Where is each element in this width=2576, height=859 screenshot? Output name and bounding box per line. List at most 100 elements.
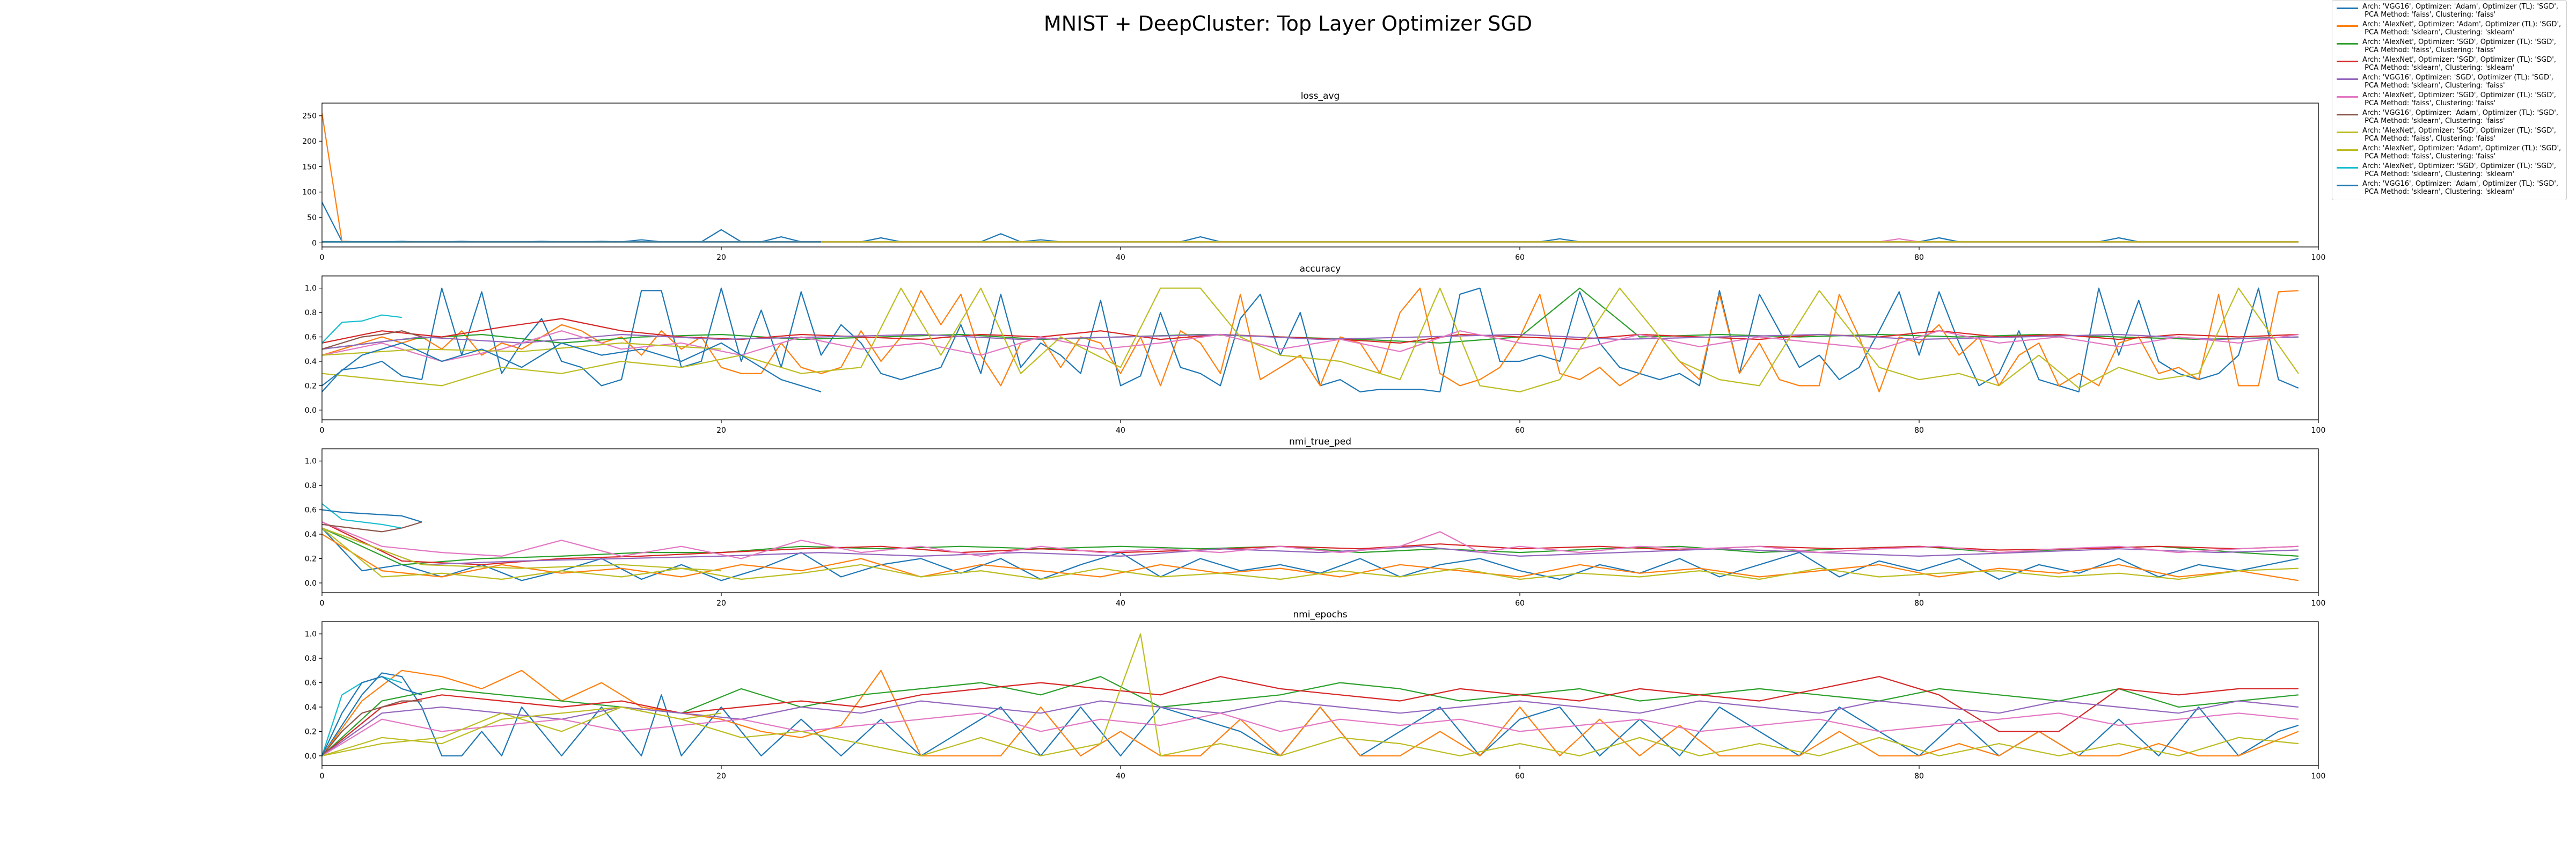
legend-entry: Arch: 'VGG16', Optimizer: 'Adam', Optimi…: [2336, 109, 2563, 125]
series-line-1: [322, 669, 2299, 756]
series-line-8: [322, 706, 722, 756]
legend-label: Arch: 'AlexNet', Optimizer: 'SGD', Optim…: [2362, 127, 2556, 143]
subplot-nmi_true_ped: nmi_true_ped 0 20 40 60 80 100 0.0 0.2 0.4 0.6 0.8 1…: [305, 436, 2326, 608]
y-tick-label: 0.6: [305, 679, 317, 688]
y-tick-label: 0.4: [305, 703, 317, 712]
legend-entry: Arch: 'AlexNet', Optimizer: 'SGD', Optim…: [2336, 162, 2563, 178]
series-line-3: [322, 318, 2299, 344]
series-line-9: [322, 503, 402, 529]
legend-entry: Arch: 'AlexNet', Optimizer: 'SGD', Optim…: [2336, 38, 2563, 54]
x-tick-label: 0: [320, 599, 325, 608]
series-line-7: [322, 287, 2299, 392]
series-line-5: [322, 330, 2299, 362]
series-line-7: [322, 527, 2299, 580]
series-line-3: [322, 521, 2299, 565]
legend-entry: Arch: 'VGG16', Optimizer: 'Adam', Optimi…: [2336, 180, 2563, 196]
x-tick-label: 80: [1914, 426, 1924, 435]
legend-swatch: [2337, 132, 2358, 133]
x-tick-label: 100: [2311, 599, 2326, 608]
series-line-8: [322, 342, 722, 356]
legend-swatch: [2337, 96, 2358, 98]
axes-frame: [321, 103, 2319, 247]
subplot-loss_avg: loss_avg 0 20 40 60 80 100 0 50 100 150 200 250: [302, 91, 2325, 262]
x-tick-label: 20: [716, 253, 726, 262]
legend-swatch: [2337, 185, 2358, 186]
legend-entry: Arch: 'AlexNet', Optimizer: 'SGD', Optim…: [2336, 127, 2563, 143]
series-line-0: [322, 672, 2299, 756]
legend-label: Arch: 'AlexNet', Optimizer: 'SGD', Optim…: [2362, 38, 2556, 54]
x-tick-label: 80: [1914, 599, 1924, 608]
x-tick-label: 40: [1116, 426, 1125, 435]
x-tick-label: 60: [1515, 426, 1525, 435]
x-tick-label: 60: [1515, 253, 1525, 262]
x-tick-label: 0: [320, 253, 325, 262]
series-line-2: [322, 287, 2299, 350]
legend-entry: Arch: 'VGG16', Optimizer: 'SGD', Optimiz…: [2336, 74, 2563, 90]
series-line-3: [322, 676, 2299, 756]
series-line-5: [322, 521, 2299, 559]
subplot-nmi_epochs: nmi_epochs 0 20 40 60 80 100 0.0 0.2 0.4 0.6 0.8 1.0: [305, 609, 2326, 781]
subplot-title: accuracy: [1300, 264, 1341, 274]
series-line-6: [322, 330, 422, 350]
series-line-5: [322, 712, 2299, 756]
series-line-6: [322, 700, 422, 756]
x-tick-label: 100: [2311, 772, 2326, 781]
y-tick-label: 0.6: [305, 333, 317, 342]
legend-entry: Arch: 'VGG16', Optimizer: 'Adam', Optimi…: [2336, 3, 2563, 19]
legend-label: Arch: 'AlexNet', Optimizer: 'Adam', Opti…: [2362, 144, 2562, 161]
legend-label: Arch: 'AlexNet', Optimizer: 'Adam', Opti…: [2362, 20, 2562, 37]
legend-label: Arch: 'VGG16', Optimizer: 'Adam', Optimi…: [2362, 3, 2558, 19]
axes-frame: [321, 275, 2319, 420]
y-tick-label: 0.8: [305, 482, 317, 490]
series-line-10: [322, 509, 422, 523]
x-tick-label: 100: [2311, 253, 2326, 262]
series-line-1: [322, 287, 2299, 392]
x-tick-label: 80: [1914, 253, 1924, 262]
axes-frame: [321, 621, 2319, 766]
y-tick-label: 200: [302, 137, 317, 146]
y-tick-label: 0.0: [305, 406, 317, 415]
series-line-10: [322, 676, 422, 756]
legend-swatch: [2337, 78, 2358, 80]
figure-title: MNIST + DeepCluster: Top Layer Optimizer…: [1043, 12, 1533, 35]
x-tick-label: 40: [1116, 253, 1125, 262]
series-line-0: [322, 527, 2299, 581]
x-tick-label: 20: [716, 599, 726, 608]
series-group: [322, 113, 2299, 243]
y-tick-label: 250: [302, 112, 317, 121]
series-group: [322, 287, 2299, 392]
x-tick-label: 20: [716, 772, 726, 781]
series-group: [322, 503, 2299, 581]
series-line-0: [322, 287, 2299, 392]
y-tick-label: 0.0: [305, 579, 317, 588]
series-line-0: [322, 202, 2299, 243]
series-line-8: [322, 527, 722, 572]
subplot-accuracy: accuracy 0 20 40 60 80 100 0.0 0.2 0.4 0.6 0.8 1.0: [305, 264, 2326, 435]
y-tick-label: 0.2: [305, 382, 317, 390]
y-tick-label: 100: [302, 188, 317, 197]
y-tick-label: 0: [312, 239, 317, 247]
x-tick-label: 0: [320, 772, 325, 781]
subplot-title: loss_avg: [1301, 91, 1340, 101]
series-line-6: [322, 521, 422, 533]
series-line-1: [322, 113, 2299, 243]
legend-entry: Arch: 'AlexNet', Optimizer: 'Adam', Opti…: [2336, 144, 2563, 161]
x-tick-label: 80: [1914, 772, 1924, 781]
y-tick-label: 0.4: [305, 358, 317, 366]
legend-entry: Arch: 'AlexNet', Optimizer: 'SGD', Optim…: [2336, 56, 2563, 72]
legend-label: Arch: 'VGG16', Optimizer: 'Adam', Optimi…: [2362, 109, 2558, 125]
y-tick-label: 1.0: [305, 457, 317, 466]
x-tick-label: 40: [1116, 599, 1125, 608]
legend-swatch: [2337, 8, 2358, 9]
legend-entry: Arch: 'AlexNet', Optimizer: 'Adam', Opti…: [2336, 20, 2563, 37]
legend-swatch: [2337, 167, 2358, 169]
subplot-title: nmi_true_ped: [1289, 436, 1351, 447]
subplot-title: nmi_epochs: [1293, 609, 1347, 620]
series-line-9: [322, 314, 402, 344]
y-tick-label: 0.8: [305, 654, 317, 663]
series-group: [322, 633, 2299, 756]
legend-swatch: [2337, 114, 2358, 115]
y-tick-label: 0.2: [305, 555, 317, 563]
legend-swatch: [2337, 43, 2358, 45]
